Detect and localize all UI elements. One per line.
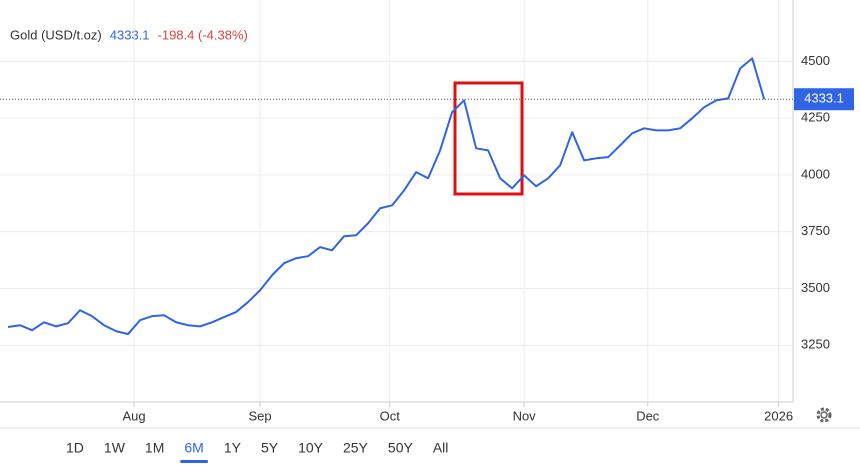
selected-underline — [180, 460, 208, 463]
range-button[interactable]: 1D — [66, 440, 84, 456]
range-button[interactable]: 1M — [145, 440, 164, 456]
x-tick-label: Oct — [380, 408, 401, 423]
y-tick-label: 3500 — [801, 280, 830, 295]
y-tick-label: 4500 — [801, 53, 830, 68]
range-button[interactable]: 1Y — [224, 440, 242, 456]
y-tick-label: 4000 — [801, 166, 830, 181]
y-tick-label: 3250 — [801, 337, 830, 352]
last-price: 4333.1 — [110, 27, 150, 42]
x-tick-label: Nov — [513, 408, 537, 423]
price-line — [7, 57, 766, 336]
range-button[interactable]: 10Y — [298, 440, 324, 456]
y-tick-label: 4250 — [801, 110, 830, 125]
highlight-box — [453, 81, 524, 196]
price-change: -198.4 (-4.38%) — [158, 27, 248, 42]
range-button[interactable]: 50Y — [388, 440, 414, 456]
last-price-label: 4333.1 — [804, 91, 844, 106]
x-tick-label: Aug — [122, 408, 145, 423]
last-price-box — [794, 88, 854, 111]
range-button[interactable]: 5Y — [261, 440, 279, 456]
x-tick-label: Dec — [636, 408, 660, 423]
range-button[interactable]: 1W — [104, 440, 126, 456]
range-button[interactable]: All — [433, 440, 449, 456]
x-tick-label: 2026 — [764, 408, 793, 423]
x-tick-label: Sep — [248, 408, 271, 423]
range-button[interactable]: 6M — [184, 440, 203, 456]
range-button[interactable]: 25Y — [343, 440, 369, 456]
y-tick-label: 3750 — [801, 223, 830, 238]
settings-icon[interactable] — [816, 407, 832, 423]
chart-title: Gold (USD/t.oz) — [10, 27, 102, 42]
